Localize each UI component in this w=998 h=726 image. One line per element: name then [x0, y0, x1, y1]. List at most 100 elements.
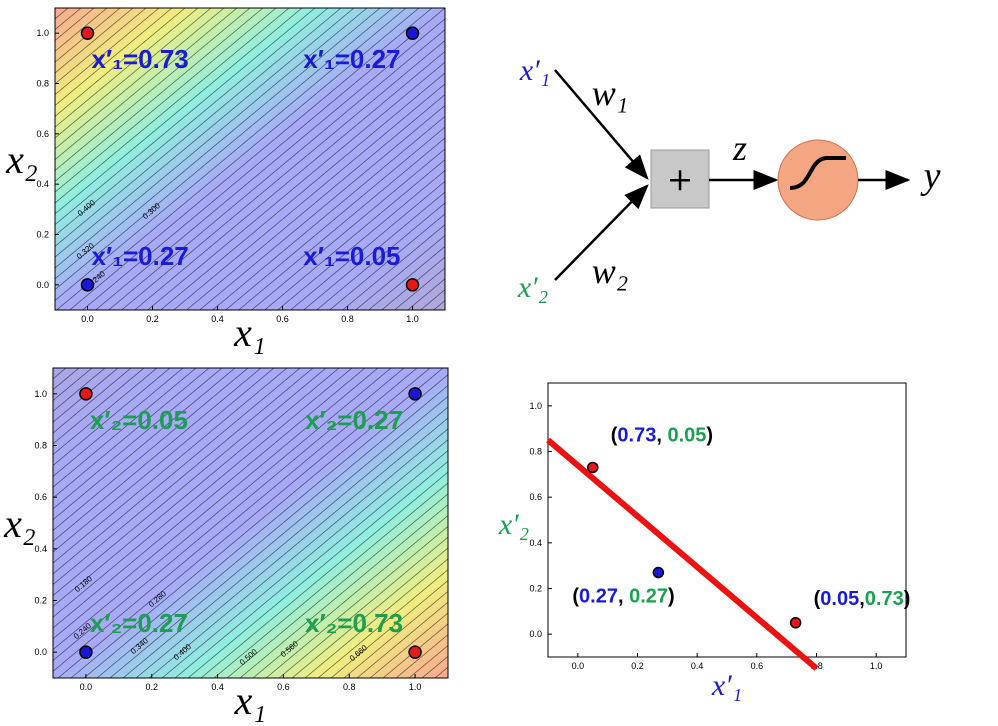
point — [405, 26, 420, 40]
contour-line — [55, 8, 251, 172]
y-tick-label: 1.0 — [34, 389, 47, 399]
contour-line — [53, 368, 275, 553]
y-axis-label: x₂ — [3, 501, 36, 546]
contour-line — [57, 368, 431, 678]
contour-line — [55, 8, 329, 237]
contour-line — [134, 50, 445, 310]
weight-label: w₁ — [592, 73, 629, 113]
x-tick-label: 0.6 — [277, 682, 290, 692]
x-tick-label: 0.8 — [341, 314, 354, 324]
point-label: (0.05,0.73) — [814, 588, 911, 610]
contour-line — [343, 590, 448, 678]
z-label: z — [732, 128, 747, 168]
x-tick-label: 0.8 — [343, 682, 356, 692]
edge — [554, 69, 649, 180]
contour-line — [304, 558, 448, 678]
x-tick-label: 0.6 — [276, 314, 289, 324]
label-part: 0.73 — [617, 424, 656, 446]
contour-line — [200, 471, 448, 678]
y-tick-label: 0.8 — [529, 447, 542, 457]
contour-line — [53, 368, 184, 477]
contour-line — [53, 368, 158, 456]
sigmoid-icon — [789, 156, 846, 190]
contour-line — [330, 579, 448, 678]
point-label: x′₁=0.27 — [92, 241, 189, 271]
contour-line — [55, 8, 160, 96]
x-tick-label: 0.0 — [572, 661, 585, 671]
label-part: , — [859, 588, 865, 610]
point-label: x′₁=0.73 — [92, 44, 189, 74]
y-tick-label: 0.0 — [36, 280, 49, 290]
contour-line — [53, 368, 314, 586]
point-label: x′₂=0.27 — [305, 405, 403, 435]
x-axis-label: x′₁ — [711, 669, 742, 702]
contour-line — [252, 514, 448, 678]
contour-line — [264, 159, 445, 310]
x-axis-label: x₁ — [233, 310, 266, 355]
contour-line — [55, 8, 316, 226]
contour-line — [55, 8, 134, 74]
contour-line — [53, 368, 145, 445]
label-part: 0.05 — [820, 588, 859, 610]
contour-line — [55, 8, 186, 117]
contour-line — [135, 417, 448, 678]
contour-line — [303, 191, 445, 310]
y-tick-label: 0.0 — [529, 629, 542, 639]
y-tick-label: 0.6 — [529, 492, 542, 502]
point — [79, 645, 93, 659]
y-tick-label: 0.6 — [36, 129, 49, 139]
label-part: , — [656, 424, 667, 446]
contour-line — [265, 525, 448, 678]
plot-frame — [52, 367, 449, 679]
contour-line — [55, 8, 290, 204]
point-label: x′₁=0.05 — [303, 241, 400, 271]
x-tick-label: 0.4 — [691, 661, 704, 671]
point — [408, 645, 422, 659]
x-tick-label: 0.0 — [80, 682, 93, 692]
point-label: x′₂=0.05 — [90, 405, 188, 435]
x-tick-label: 0.2 — [145, 682, 158, 692]
contour-line — [212, 115, 445, 310]
contour-line — [53, 368, 236, 521]
contour-line — [55, 8, 199, 128]
point-label: x′₂=0.73 — [305, 608, 403, 638]
contour-line — [53, 368, 379, 640]
point — [405, 278, 420, 292]
contour-line — [55, 8, 173, 107]
contour-line — [407, 278, 445, 310]
input-label: x′₁ — [519, 54, 550, 87]
contour-line — [55, 8, 407, 302]
contour-line — [160, 72, 445, 310]
y-tick-label: 0.2 — [36, 230, 49, 240]
contour-line — [55, 8, 355, 258]
point — [80, 26, 95, 40]
contour-line — [316, 202, 445, 310]
contour-line — [213, 482, 448, 678]
contour-line — [55, 8, 121, 63]
contour-line — [186, 94, 445, 310]
contour-line — [53, 368, 119, 423]
label-part: ) — [668, 586, 675, 608]
contour-line — [277, 169, 445, 310]
label-part: 0.73 — [865, 588, 904, 610]
contour-line — [342, 224, 445, 310]
y-tick-label: 0.4 — [529, 538, 542, 548]
label-part: 0.27 — [629, 586, 668, 608]
contour-line — [69, 8, 433, 310]
contour-line — [173, 83, 445, 310]
contour-line — [174, 449, 448, 678]
point-label: x′₂=0.27 — [90, 608, 188, 638]
contour-line — [239, 504, 448, 678]
contour-line — [122, 406, 448, 678]
point-label: (0.73, 0.05) — [611, 424, 713, 446]
x-tick-label: 0.2 — [631, 661, 644, 671]
contour-line — [109, 395, 448, 678]
x-axis-label: x₁ — [234, 678, 267, 723]
x-tick-label: 0.4 — [211, 314, 224, 324]
x-tick-label: 0.6 — [751, 661, 764, 671]
contour-line — [53, 368, 132, 434]
contour-line — [53, 368, 392, 651]
contour-line — [55, 8, 381, 280]
contour-line — [53, 368, 366, 629]
